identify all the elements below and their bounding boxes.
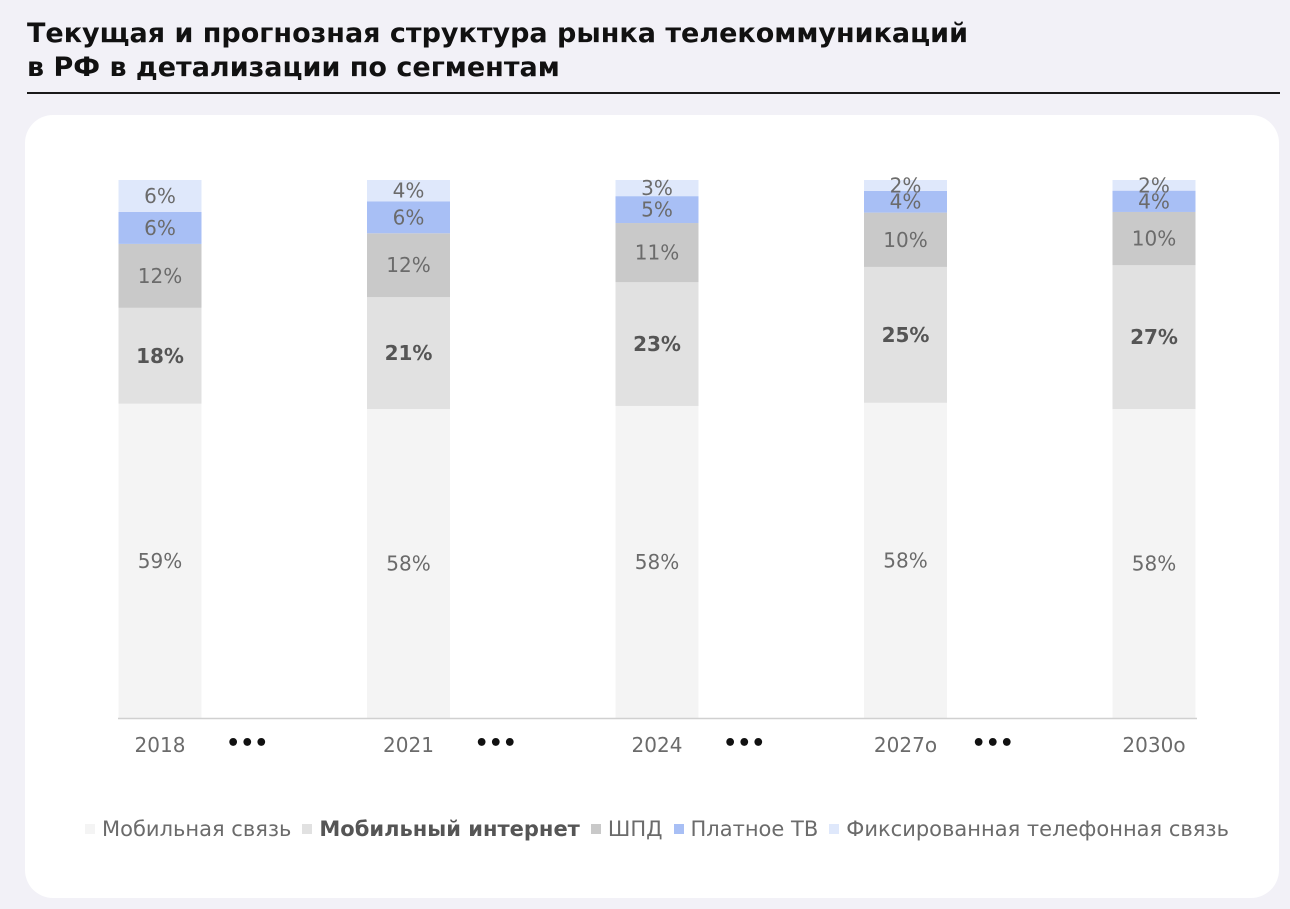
bar-segment-series-2-0	[118, 243, 202, 308]
data-label-series-3-0: 6%	[144, 216, 176, 240]
legend-label-3: Платное ТВ	[690, 817, 819, 841]
x-tick-label-2: 2024	[632, 733, 683, 757]
data-label-series-0-0: 59%	[138, 549, 182, 573]
gap-ellipsis-1: •••	[475, 731, 517, 756]
chart-title-line-2: в РФ в детализации по сегментам	[27, 52, 560, 83]
bar-segment-series-0-1	[367, 409, 450, 718]
legend-item-3: Платное ТВ	[673, 817, 819, 841]
data-label-series-0-3: 58%	[883, 548, 927, 572]
legend-swatch-3	[673, 824, 684, 834]
data-label-series-2-3: 10%	[883, 228, 927, 252]
legend-swatch-4	[829, 824, 840, 834]
legend-label-4: Фиксированная телефонная связь	[846, 817, 1229, 841]
bar-segment-series-4-4	[1112, 180, 1196, 191]
title-underline	[27, 92, 1280, 94]
legend-swatch-2	[590, 824, 601, 834]
legend-item-2: ШПД	[590, 817, 663, 841]
chart-title-line-1: Текущая и прогнозная структура рынка тел…	[27, 18, 968, 49]
data-label-series-4-1: 4%	[393, 179, 425, 203]
data-label-series-0-1: 58%	[386, 552, 430, 576]
data-label-series-3-4: 4%	[1138, 189, 1170, 213]
chart-title: Текущая и прогнозная структура рынка тел…	[27, 17, 968, 85]
bar-segment-series-0-0	[118, 403, 202, 718]
bar-segment-series-4-0	[118, 180, 202, 212]
x-tick-label-1: 2021	[383, 733, 434, 757]
bar-segment-series-3-1	[367, 201, 450, 234]
data-label-series-2-1: 12%	[386, 253, 430, 277]
bar-segment-series-2-3	[864, 212, 947, 267]
bar-segment-series-3-4	[1112, 190, 1196, 212]
data-label-series-2-2: 11%	[635, 241, 679, 265]
bar-segment-series-1-1	[367, 297, 450, 410]
data-label-series-4-0: 6%	[144, 184, 176, 208]
bar-segment-series-3-0	[118, 211, 202, 244]
legend-label-0: Мобильная связь	[102, 817, 292, 841]
bar-segment-series-3-2	[615, 196, 699, 224]
x-tick-label-0: 2018	[135, 733, 186, 757]
legend-label-2: ШПД	[607, 817, 663, 841]
bar-segment-series-4-3	[864, 180, 947, 191]
data-label-series-1-4: 27%	[1130, 325, 1178, 349]
chart-legend: Мобильная связь Мобильный интернет ШПД Плат…	[85, 815, 1245, 843]
data-label-series-4-4: 2%	[1138, 173, 1170, 197]
data-label-series-1-2: 23%	[633, 332, 681, 356]
data-label-series-1-3: 25%	[882, 323, 930, 347]
data-label-series-3-2: 5%	[641, 198, 673, 222]
data-label-series-4-3: 2%	[890, 173, 922, 197]
legend-item-4: Фиксированная телефонная связь	[829, 817, 1229, 841]
x-tick-label-3: 2027о	[874, 733, 937, 757]
data-label-series-1-1: 21%	[385, 341, 433, 365]
bar-segment-series-0-4	[1112, 409, 1196, 718]
legend-label-1: Мобильный интернет	[319, 817, 580, 841]
legend-swatch-1	[302, 824, 313, 834]
bar-segment-series-3-3	[864, 190, 947, 213]
x-tick-label-4: 2030о	[1122, 733, 1185, 757]
bar-segment-series-2-1	[367, 233, 450, 298]
data-label-series-4-2: 3%	[641, 176, 673, 200]
bar-segment-series-2-4	[1112, 211, 1196, 266]
legend-swatch-0	[85, 824, 95, 834]
bar-segment-series-1-2	[615, 282, 699, 406]
bar-segment-series-0-3	[864, 402, 947, 718]
data-label-series-2-4: 10%	[1132, 227, 1176, 251]
bar-segment-series-2-2	[615, 223, 699, 283]
data-label-series-3-1: 6%	[393, 205, 425, 229]
data-label-series-3-3: 4%	[890, 190, 922, 214]
gap-ellipsis-2: •••	[723, 731, 765, 756]
legend-item-1: Мобильный интернет	[302, 817, 580, 841]
gap-ellipsis-3: •••	[972, 731, 1014, 756]
gap-ellipsis-0: •••	[226, 731, 268, 756]
bar-segment-series-4-2	[615, 180, 699, 197]
legend-item-0: Мобильная связь	[85, 817, 291, 841]
data-label-series-2-0: 12%	[138, 264, 182, 288]
bar-segment-series-1-0	[118, 307, 202, 404]
bar-segment-series-4-1	[367, 180, 450, 202]
data-label-series-0-2: 58%	[635, 550, 679, 574]
bar-segment-series-1-3	[864, 266, 947, 403]
data-label-series-1-0: 18%	[136, 344, 184, 368]
data-label-series-0-4: 58%	[1132, 552, 1176, 576]
bar-segment-series-0-2	[615, 405, 699, 718]
bar-segment-series-1-4	[1112, 265, 1196, 410]
